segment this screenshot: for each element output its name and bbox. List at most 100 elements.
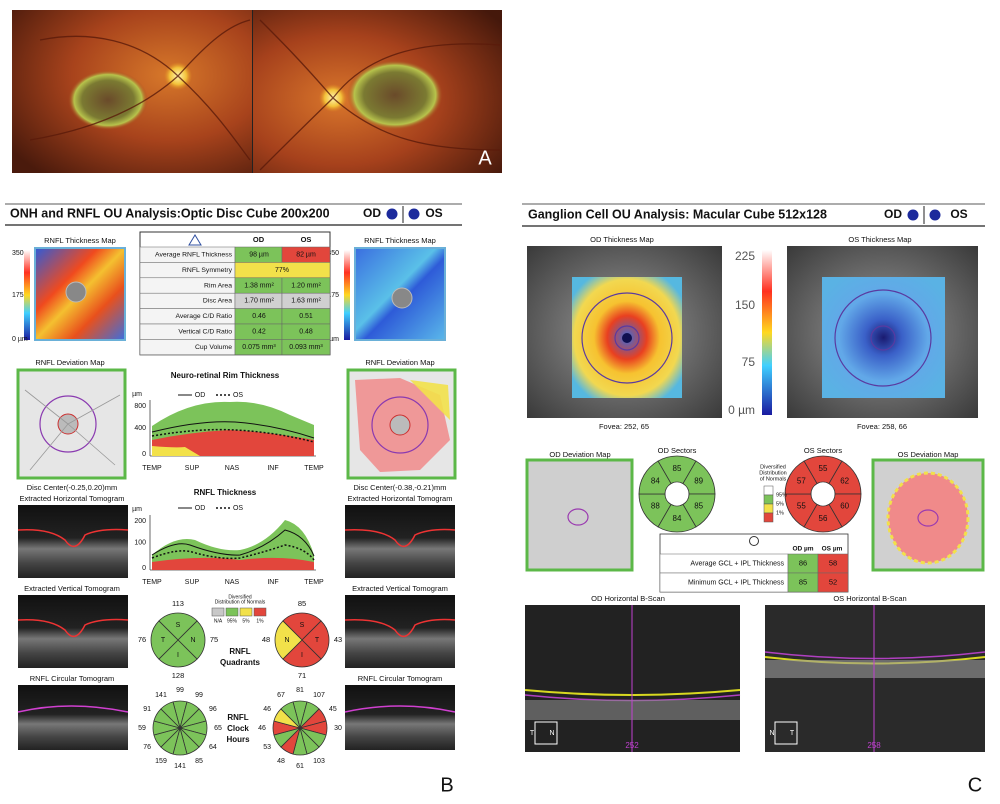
legend-swatch xyxy=(253,607,267,617)
fovea: Fovea: 258, 66 xyxy=(857,422,907,431)
y-tick-label: 200 xyxy=(134,518,146,525)
cell-value: 52 xyxy=(829,577,837,586)
cell-value: 1.38 mm² xyxy=(244,282,274,289)
sector xyxy=(784,460,818,495)
quadrant-value: 85 xyxy=(298,599,306,608)
tomogram-title: Extracted Horizontal Tomogram xyxy=(20,494,125,503)
tomogram-title: Extracted Vertical Tomogram xyxy=(24,584,120,593)
axis-unit: µm xyxy=(132,506,142,513)
tomogram-title: Extracted Horizontal Tomogram xyxy=(348,494,453,503)
clock-value: 91 xyxy=(143,706,151,713)
clock-value: 85 xyxy=(195,758,203,765)
cell-value: 77% xyxy=(275,267,289,274)
quadrant-label: RNFL xyxy=(229,647,250,656)
cell-value: 0.093 mm³ xyxy=(289,344,323,351)
clock-value: 53 xyxy=(263,744,271,751)
disc-center: Disc Center(-0.25,0.20)mm xyxy=(27,483,117,492)
cell-value: 1.63 mm² xyxy=(291,298,321,305)
gcl-thickness-maps xyxy=(525,246,985,572)
clock-value: 81 xyxy=(296,687,304,694)
rnfl-thickness-maps xyxy=(24,247,446,341)
legend-swatch xyxy=(763,485,774,496)
quadrant-letter: T xyxy=(161,637,166,644)
clock-label: Clock xyxy=(227,724,249,733)
legend-label: OD xyxy=(195,392,206,399)
clock-value: 141 xyxy=(155,692,167,699)
panel-c-frame xyxy=(522,203,985,227)
clock-value: 76 xyxy=(143,744,151,751)
row-label: Vertical C/D Ratio xyxy=(178,328,232,335)
quadrant-letter: N xyxy=(190,637,195,644)
row-label: Average RNFL Thickness xyxy=(155,251,233,258)
quadrant-value: 43 xyxy=(334,635,342,644)
legend-title: of Normals xyxy=(760,476,787,482)
map-title: RNFL Deviation Map xyxy=(365,358,434,367)
quadrant-label: Quadrants xyxy=(220,658,261,667)
row-label: Average GCL + IPL Thickness xyxy=(690,560,784,567)
panel-label: C xyxy=(968,774,982,796)
orientation: T xyxy=(530,730,535,737)
clock-value: 65 xyxy=(214,725,222,732)
scale-label: 75 xyxy=(742,355,756,369)
x-tick-label: SUP xyxy=(185,579,200,586)
quadrant-letter: S xyxy=(300,622,305,629)
sector-title: OD Sectors xyxy=(658,446,697,455)
quadrant xyxy=(177,620,206,660)
sector-value: 85 xyxy=(694,502,703,511)
map-title: OD Deviation Map xyxy=(549,450,610,459)
orientation: N xyxy=(769,730,774,737)
disc-center: Disc Center(-0.38,-0.21)mm xyxy=(354,483,447,492)
quadrant-value: 113 xyxy=(172,599,184,608)
clock-value: 96 xyxy=(209,706,217,713)
legend-label: OS xyxy=(233,505,243,512)
eye-marker xyxy=(386,208,398,220)
fundus-photos xyxy=(12,10,502,173)
quadrant xyxy=(282,639,322,668)
clock-value: 46 xyxy=(258,725,266,732)
quadrant xyxy=(274,620,303,660)
sector-value: 55 xyxy=(797,502,806,511)
bscan-title: OD Horizontal B-Scan xyxy=(591,594,665,603)
sector-value: 57 xyxy=(797,477,806,486)
legend-label: 95% xyxy=(776,492,787,498)
scale-label: 225 xyxy=(735,249,755,263)
panel-label: B xyxy=(440,774,453,796)
clock-value: 46 xyxy=(263,706,271,713)
cell-value: 0.42 xyxy=(252,329,266,336)
warning-icon xyxy=(188,234,202,246)
y-tick-label: 100 xyxy=(134,539,146,546)
clock-value: 67 xyxy=(277,692,285,699)
legend-label: 5% xyxy=(776,501,784,507)
y-tick-label: 0 xyxy=(142,451,146,458)
rnfl-deviation-maps xyxy=(16,368,457,480)
scale-label: 175 xyxy=(327,292,339,299)
panel-b-frame xyxy=(5,203,462,226)
x-tick-label: TEMP xyxy=(304,579,324,586)
clock-sector xyxy=(160,701,181,730)
row-label: RNFL Symmetry xyxy=(182,267,233,274)
legend-label: 1% xyxy=(776,510,784,516)
clock-value: 48 xyxy=(277,758,285,765)
cell-value: 82 µm xyxy=(296,252,316,259)
x-tick-label: TEMP xyxy=(142,465,162,472)
cell-value: 0.075 mm³ xyxy=(242,344,276,351)
legend-label: 5% xyxy=(242,618,250,624)
scale-label: 350 xyxy=(12,250,24,257)
legend-swatch xyxy=(211,607,225,617)
legend-label: 1% xyxy=(256,618,264,624)
bscan-position: 252 xyxy=(625,741,639,750)
quadrant-value: 128 xyxy=(172,671,185,680)
scale-label: 0 µm xyxy=(323,336,339,343)
sector-value: 56 xyxy=(819,514,828,523)
cell-value: 1.70 mm² xyxy=(244,298,274,305)
bscan-title: OS Horizontal B-Scan xyxy=(833,594,906,603)
legend-swatch xyxy=(763,494,774,505)
row-label: Rim Area xyxy=(204,282,232,289)
quadrant-value: 48 xyxy=(262,635,270,644)
eye-label: OS xyxy=(950,207,967,221)
quadrant-letter: I xyxy=(301,652,303,659)
clock-value: 159 xyxy=(155,758,167,765)
sector-value: 84 xyxy=(673,514,682,523)
quadrant-letter: N xyxy=(284,637,289,644)
